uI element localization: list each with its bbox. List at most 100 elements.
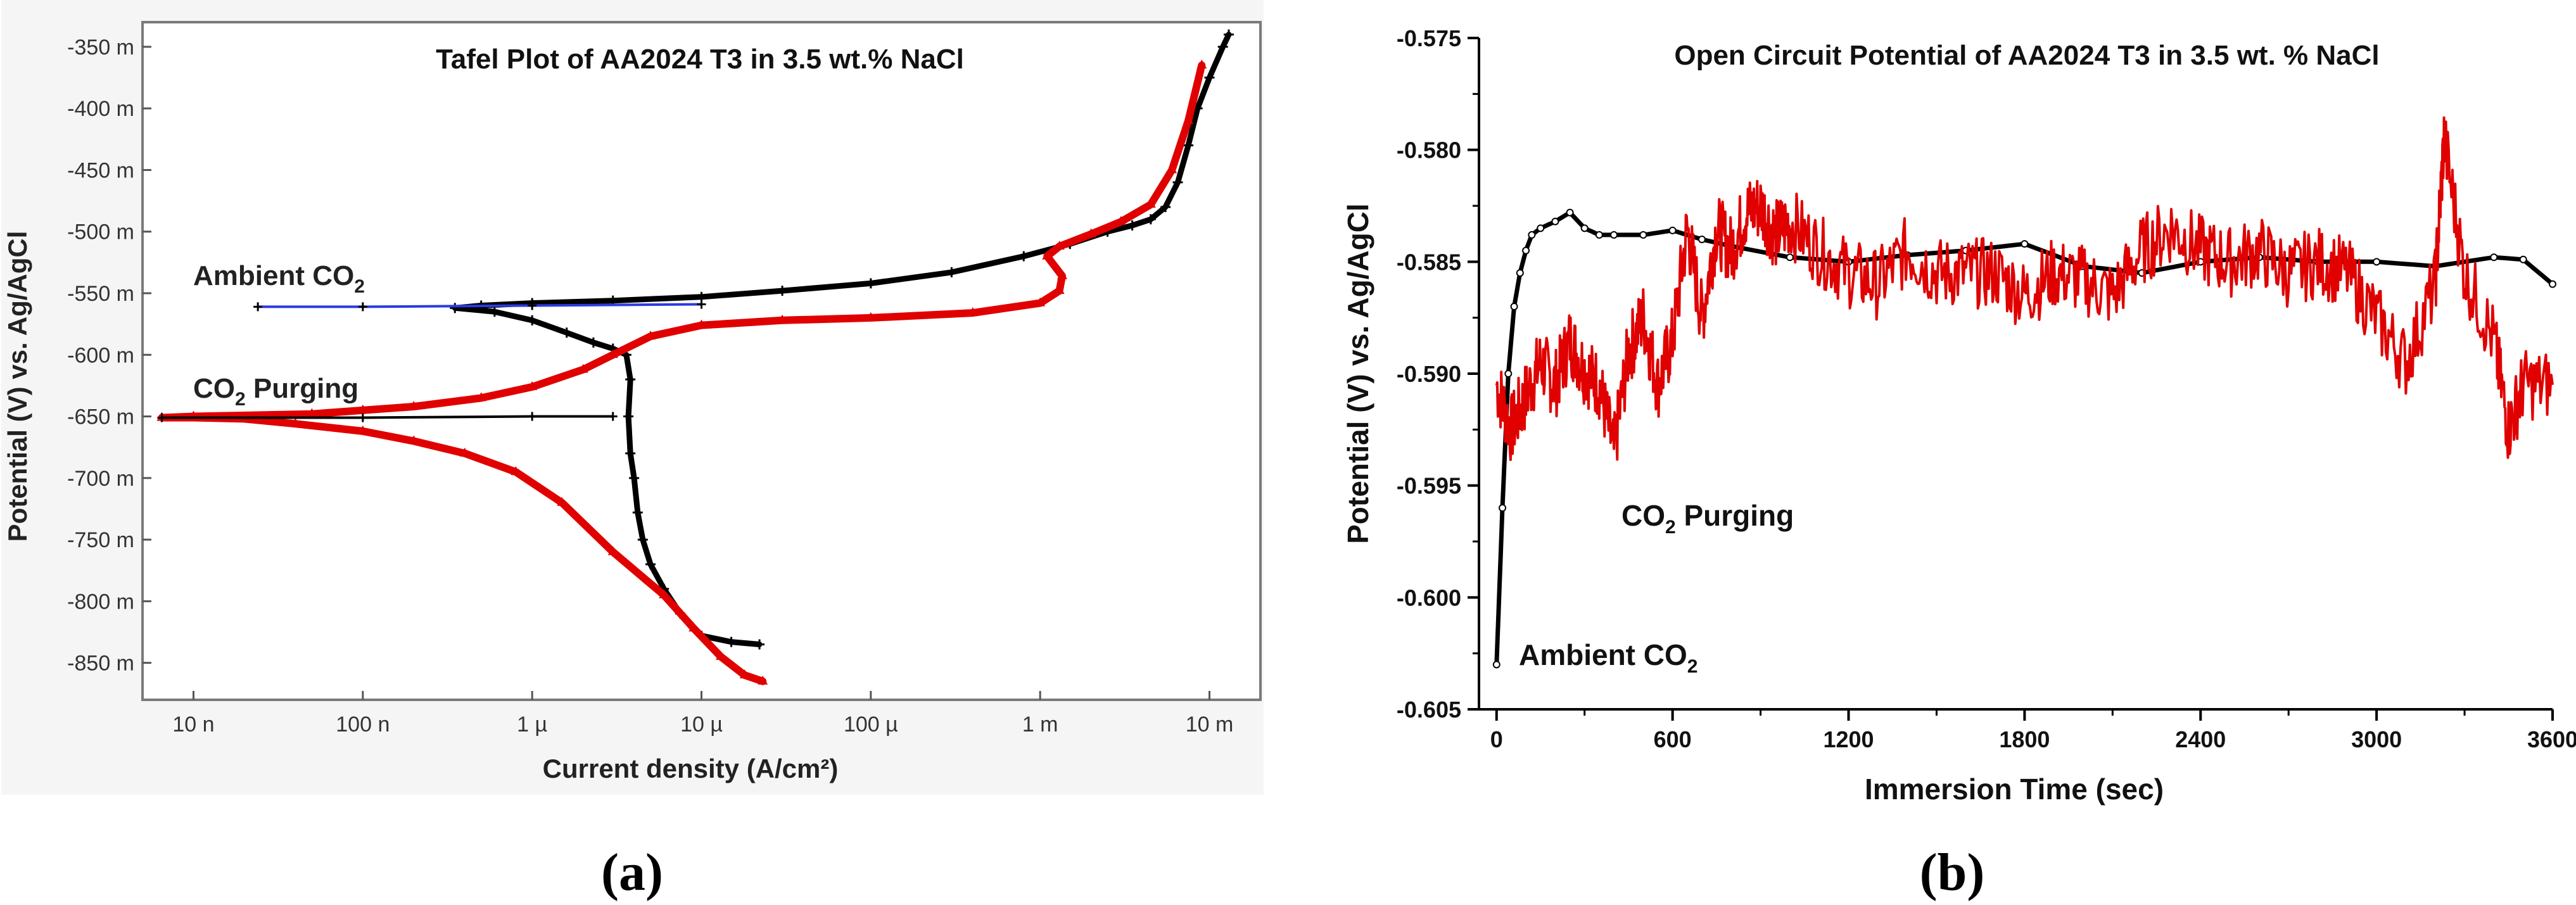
tafel-point-co2-purging: [865, 312, 876, 321]
tafel-point-co2-purging: [357, 404, 368, 414]
tafel-point-ambient-co2: [1172, 177, 1183, 187]
tafel-y-tick-label: -550 m: [67, 282, 134, 306]
ocp-point-ambient-co2: [1610, 231, 1618, 239]
tafel-y-tick-label: -800 m: [67, 590, 134, 614]
tafel-annotation-purging-text: CO: [193, 373, 235, 404]
ocp-x-tick-label: 3600: [2527, 726, 2576, 752]
tafel-point-co2-purging: [688, 623, 699, 632]
ocp-annotation-purging: CO2 Purging: [1621, 499, 1794, 538]
tafel-point-co2-purging: [659, 589, 669, 598]
ocp-y-tick-label: -0.575: [1397, 25, 1461, 51]
ocp-x-tick-label: 0: [1490, 726, 1503, 752]
tafel-x-ticks: 10 n 100 n 1 µ 10 µ 100 µ 1 m 10 m: [172, 691, 1233, 737]
tafel-point-ambient-fit: [528, 301, 537, 310]
ocp-point-ambient-co2: [1786, 253, 1794, 262]
ocp-series-co2-purging: [1495, 116, 2554, 461]
tafel-y-tick-label: -500 m: [67, 220, 134, 244]
ocp-x-axis-label: Immersion Time (sec): [1865, 773, 2164, 806]
panel-a-label: (a): [601, 843, 663, 902]
ocp-annotation-purging-text: CO: [1621, 499, 1665, 532]
tafel-x-tick-label: 10 n: [172, 712, 214, 737]
tafel-point-ambient-co2: [1217, 41, 1228, 52]
tafel-point-co2-purging: [578, 364, 588, 373]
tafel-point-co2-purging: [459, 447, 470, 457]
tafel-point-co2-purging: [967, 307, 978, 317]
tafel-point-co2-purging: [1145, 198, 1156, 208]
tafel-point-co2-purging: [1183, 115, 1194, 124]
tafel-point-co2-purging: [739, 669, 750, 679]
tafel-point-co2-purging: [409, 400, 419, 410]
ocp-point-ambient-co2: [2490, 253, 2498, 262]
ocp-point-ambient-co2: [1499, 504, 1507, 512]
tafel-point-co2-purging: [307, 408, 317, 417]
tafel-x-tick-label: 10 µ: [680, 712, 723, 737]
tafel-y-tick-label: -750 m: [67, 528, 134, 552]
tafel-point-ambient-co2: [629, 472, 640, 483]
ocp-point-ambient-co2: [2549, 280, 2556, 288]
tafel-point-co2-purging-fit: [528, 412, 537, 421]
tafel-point-co2-purging: [1196, 60, 1207, 69]
tafel-point-ambient-co2: [1160, 201, 1171, 212]
tafel-point-ambient-co2: [632, 507, 643, 518]
tafel-point-ambient-co2: [561, 327, 572, 338]
ocp-x-tick-label: 1800: [1999, 726, 2050, 752]
tafel-point-ambient-co2: [946, 267, 957, 277]
tafel-point-co2-purging: [1035, 297, 1046, 307]
ocp-plot-panel: Open Circuit Potential of AA2024 T3 in 3…: [1342, 25, 2576, 902]
tafel-x-tick-label: 1 m: [1022, 712, 1058, 737]
tafel-point-ambient-fit: [697, 300, 706, 309]
tafel-point-co2-purging: [357, 425, 368, 434]
tafel-point-co2-purging: [511, 466, 521, 476]
tafel-point-co2-purging: [527, 381, 538, 390]
tafel-point-ambient-co2: [777, 286, 788, 296]
tafel-point-ambient-fit: [358, 302, 367, 312]
tafel-point-co2-purging-fit: [157, 413, 167, 422]
ocp-x-tick-label: 1200: [1823, 726, 1874, 752]
tafel-series-group: [156, 29, 1234, 685]
tafel-plot-title: Tafel Plot of AA2024 T3 in 3.5 wt.% NaCl: [436, 44, 964, 75]
tafel-point-co2-purging: [476, 392, 486, 402]
ocp-point-ambient-co2: [1492, 661, 1501, 669]
tafel-point-ambient-co2: [450, 303, 460, 313]
tafel-y-tick-label: -650 m: [67, 405, 134, 429]
tafel-point-ambient-co2: [489, 307, 500, 317]
tafel-point-co2-purging-fit: [358, 413, 367, 422]
tafel-y-tick-label: -350 m: [67, 35, 134, 60]
tafel-annotation-purging-suffix: Purging: [246, 373, 358, 404]
tafel-point-ambient-co2: [726, 636, 737, 647]
tafel-point-ambient-co2: [865, 278, 876, 289]
ocp-point-ambient-co2: [1510, 303, 1518, 310]
tafel-point-co2-purging: [1042, 250, 1053, 260]
tafel-plot-area: [141, 21, 1262, 701]
tafel-point-ambient-co2: [637, 535, 648, 545]
tafel-point-co2-purging-fit: [608, 412, 618, 421]
ocp-annotation-purging-suffix: Purging: [1676, 499, 1794, 532]
tafel-plot-panel: Tafel Plot of AA2024 T3 in 3.5 wt.% NaCl…: [1, 0, 1264, 902]
ocp-x-tick-label: 600: [1654, 726, 1692, 752]
ocp-annotation-ambient-text: Ambient CO: [1519, 638, 1687, 671]
ocp-point-ambient-co2: [1580, 224, 1589, 232]
ocp-point-ambient-co2: [1566, 208, 1574, 217]
tafel-point-ambient-co2: [588, 337, 599, 348]
ocp-point-ambient-co2: [1537, 224, 1545, 232]
ocp-annotation-ambient-sub: 2: [1687, 656, 1698, 677]
tafel-point-co2-purging: [1057, 270, 1068, 279]
tafel-point-ambient-co2: [1223, 29, 1234, 40]
tafel-series-co2-purging-fit: [160, 415, 614, 419]
ocp-y-ticks: -0.575 -0.580 -0.585 -0.590 -0.595 -0.600 -0.6…: [1397, 25, 1479, 723]
tafel-point-co2-purging: [1167, 164, 1177, 174]
ocp-y-tick-label: -0.585: [1397, 249, 1461, 275]
ocp-annotation-ambient: Ambient CO2: [1519, 638, 1697, 677]
tafel-x-tick-label: 1 µ: [517, 712, 547, 737]
ocp-x-tick-label: 3000: [2351, 726, 2402, 752]
ocp-y-axis-label: Potential (V) vs. Ag/AgCl: [1342, 203, 1374, 544]
tafel-x-tick-label: 100 µ: [844, 712, 898, 737]
tafel-point-ambient-fit: [253, 302, 263, 312]
tafel-y-tick-label: -700 m: [67, 467, 134, 491]
ocp-point-ambient-co2: [1522, 246, 1530, 255]
tafel-point-co2-purging: [777, 314, 788, 324]
tafel-x-tick-label: 100 n: [336, 712, 390, 737]
tafel-point-co2-purging: [758, 675, 768, 685]
ocp-point-ambient-co2: [1595, 231, 1603, 239]
tafel-series-ambient-fit: [257, 303, 703, 308]
